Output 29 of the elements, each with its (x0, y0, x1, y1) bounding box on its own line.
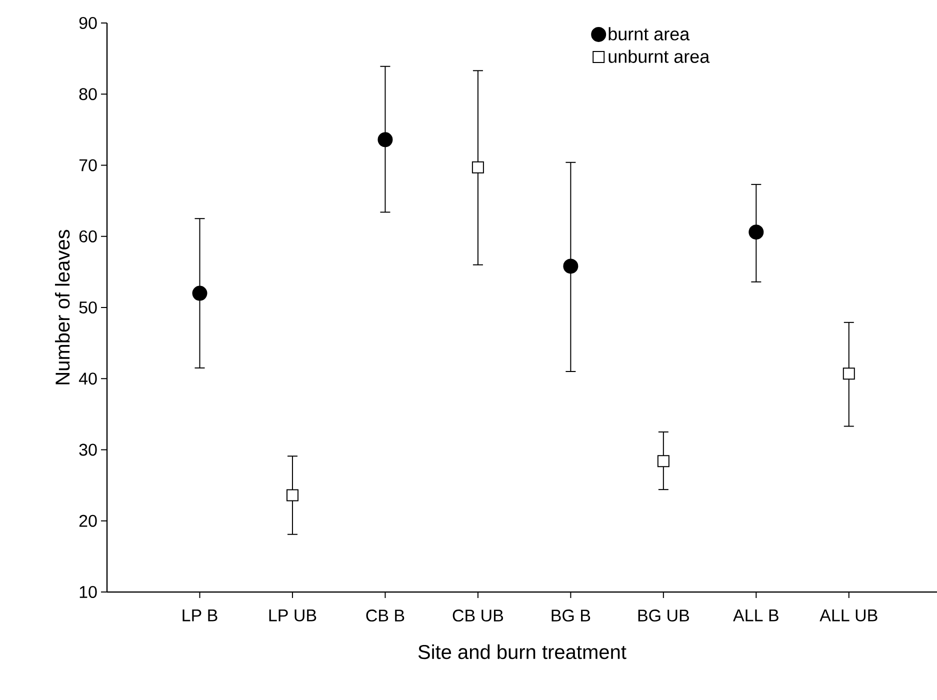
legend-label: unburnt area (608, 50, 710, 63)
x-tick-label: ALL UB (820, 610, 878, 622)
point (192, 286, 208, 301)
y-tick-label: 30 (79, 444, 97, 456)
point (842, 368, 855, 380)
y-tick-label: 10 (80, 586, 97, 598)
y-tick-label: 40 (78, 372, 97, 385)
y-tick-label: 70 (79, 159, 97, 172)
y-tick-label: 60 (79, 230, 97, 242)
y-tick-label: 50 (79, 301, 97, 314)
legend-label: burnt area (608, 27, 690, 40)
y-tick-label: 90 (79, 16, 97, 30)
x-tick-label: CB B (366, 610, 404, 622)
y-tick-label: 80 (79, 88, 97, 100)
x-tick-label: LP B (182, 610, 218, 622)
x-tick-label: BG UB (638, 610, 689, 622)
point (563, 258, 578, 274)
x-tick-label: ALL B (733, 610, 778, 622)
point (286, 489, 298, 502)
x-tick-label: CB UB (452, 610, 504, 622)
point (378, 132, 393, 148)
y-tick-label: 20 (79, 514, 97, 527)
y-axis-title: Number of leaves (55, 230, 70, 384)
point (748, 224, 764, 240)
x-tick-label: BG B (552, 610, 590, 622)
point (657, 455, 670, 468)
x-axis-title: Site and burn treatment (418, 644, 626, 660)
x-tick-label: LP UB (269, 610, 316, 622)
point (472, 161, 484, 174)
